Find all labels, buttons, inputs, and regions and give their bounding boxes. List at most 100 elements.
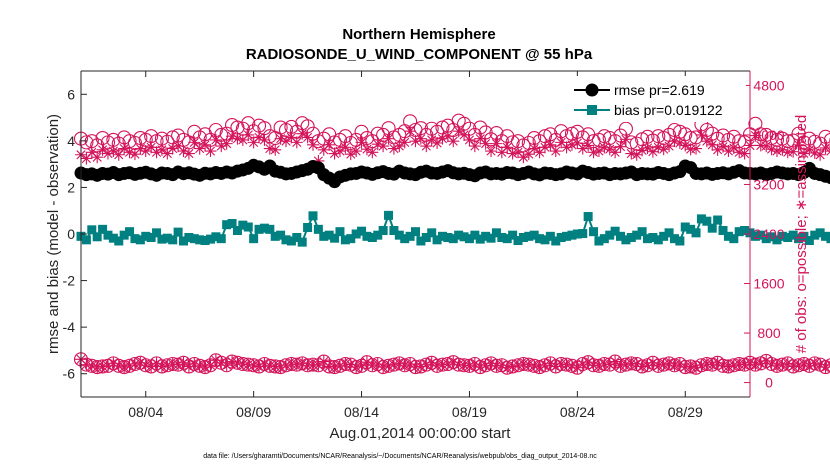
obs_assimilated-point bbox=[172, 140, 185, 153]
bias-point bbox=[98, 224, 108, 234]
bias-point bbox=[713, 215, 723, 225]
obs_assimilated_bottom-point bbox=[717, 359, 730, 372]
obs_assimilated-point bbox=[436, 132, 449, 145]
obs_assimilated-point bbox=[468, 140, 481, 153]
obs_assimilated_bottom-point bbox=[690, 361, 703, 374]
series-layer bbox=[73, 113, 830, 375]
bias-point bbox=[572, 229, 582, 239]
obs_assimilated_bottom-point bbox=[706, 358, 719, 371]
obs_assimilated_bottom-point bbox=[366, 359, 379, 372]
obs_assimilated-point bbox=[652, 141, 665, 154]
obs_assimilated-point bbox=[425, 133, 438, 146]
bias-point bbox=[437, 231, 447, 241]
obs_assimilated-point bbox=[366, 146, 379, 159]
obs_assimilated-point bbox=[80, 152, 93, 165]
obs_assimilated_bottom-point bbox=[112, 359, 125, 372]
obs_assimilated_bottom-point bbox=[177, 356, 190, 369]
obs_assimilated_bottom-point bbox=[350, 361, 363, 374]
bias-point bbox=[804, 236, 814, 246]
obs_assimilated-point bbox=[814, 148, 827, 161]
obs_assimilated-point bbox=[269, 143, 282, 156]
obs_assimilated_bottom-point bbox=[495, 359, 508, 372]
obs_assimilated-point bbox=[722, 145, 735, 158]
bias-point bbox=[205, 234, 215, 244]
obs_assimilated-point bbox=[717, 140, 730, 153]
obs_assimilated_bottom-point bbox=[333, 359, 346, 372]
obs_assimilated_bottom-point bbox=[787, 360, 800, 373]
obs_assimilated-point bbox=[463, 133, 476, 146]
bias-point bbox=[756, 230, 766, 240]
obs_assimilated-point bbox=[582, 139, 595, 152]
bias-point bbox=[373, 230, 383, 240]
axes-layer bbox=[80, 70, 751, 398]
bias-point bbox=[427, 228, 437, 238]
obs_assimilated-point bbox=[770, 145, 783, 158]
obs_assimilated_bottom-point bbox=[306, 358, 319, 371]
y-tick-label: -6 bbox=[63, 366, 76, 382]
bias-point bbox=[502, 234, 512, 244]
obs_assimilated-point bbox=[107, 145, 120, 158]
obs_assimilated_bottom-point bbox=[506, 360, 519, 373]
obs_assimilated_bottom-point bbox=[236, 358, 249, 371]
obs_assimilated-point bbox=[587, 146, 600, 159]
obs_assimilated_bottom-point bbox=[155, 360, 168, 373]
obs_assimilated_bottom-point bbox=[565, 359, 578, 372]
obs_assimilated_bottom-point bbox=[317, 355, 330, 368]
bias-point bbox=[411, 227, 420, 237]
bias-point bbox=[324, 230, 334, 240]
bias-point bbox=[92, 232, 102, 242]
obs_assimilated_bottom-point bbox=[587, 359, 600, 372]
obs_assimilated-point bbox=[808, 146, 821, 159]
obs_assimilated_bottom-point bbox=[296, 357, 309, 370]
bias-point bbox=[589, 227, 599, 237]
obs_assimilated-point bbox=[177, 145, 190, 158]
x-tick-label: 08/04 bbox=[128, 404, 163, 420]
x-tick-label: 08/29 bbox=[668, 404, 703, 420]
bias-point bbox=[81, 235, 91, 245]
obs_assimilated_bottom-point bbox=[619, 358, 632, 371]
obs_assimilated-point bbox=[285, 131, 298, 144]
obs_assimilated-point bbox=[490, 137, 503, 150]
obs_assimilated_bottom-point bbox=[226, 355, 239, 368]
obs_assimilated_bottom-point bbox=[544, 357, 557, 370]
obs_assimilated-point bbox=[247, 136, 260, 149]
obs_assimilated-point bbox=[199, 138, 212, 151]
obs_assimilated-point bbox=[565, 138, 578, 151]
obs_assimilated_bottom-point bbox=[528, 359, 541, 372]
obs_assimilated_bottom-point bbox=[700, 358, 713, 371]
obs_assimilated_bottom-point bbox=[107, 357, 120, 370]
bias-point bbox=[518, 232, 528, 242]
bias-point bbox=[545, 231, 555, 241]
obs_assimilated_bottom-point bbox=[441, 358, 454, 371]
obs_assimilated_bottom-point bbox=[204, 359, 217, 372]
obs_assimilated-point bbox=[679, 139, 692, 152]
bias-point bbox=[556, 232, 566, 242]
obs_assimilated-point bbox=[431, 136, 444, 149]
bias-point bbox=[648, 232, 658, 242]
obs_assimilated_bottom-point bbox=[344, 358, 357, 371]
bias-point bbox=[702, 216, 712, 226]
obs_assimilated_bottom-point bbox=[501, 361, 514, 374]
obs_assimilated-point bbox=[128, 148, 141, 161]
obs_assimilated_bottom-point bbox=[760, 354, 773, 367]
bias-point bbox=[740, 226, 750, 236]
obs_assimilated_bottom-point bbox=[582, 356, 595, 369]
obs_assimilated-point bbox=[317, 143, 330, 156]
bias-point bbox=[211, 232, 221, 242]
bias-point bbox=[567, 230, 577, 240]
y2-tick-label: 4000 bbox=[753, 127, 784, 143]
series-obs_assimilated bbox=[75, 125, 830, 167]
obs_assimilated_bottom-point bbox=[323, 360, 336, 373]
obs_assimilated-point bbox=[544, 138, 557, 151]
bias-point bbox=[367, 232, 377, 242]
obs_assimilated_bottom-point bbox=[371, 358, 384, 371]
obs_assimilated_bottom-point bbox=[468, 358, 481, 371]
obs_assimilated-point bbox=[215, 140, 228, 153]
bias-point bbox=[297, 237, 307, 247]
bias-point bbox=[108, 233, 118, 243]
obs_assimilated-point bbox=[555, 136, 568, 149]
x-tick-label: 08/19 bbox=[452, 404, 487, 420]
bias-point bbox=[286, 236, 296, 246]
obs_assimilated_bottom-point bbox=[512, 359, 525, 372]
obs_assimilated-point bbox=[797, 147, 810, 160]
